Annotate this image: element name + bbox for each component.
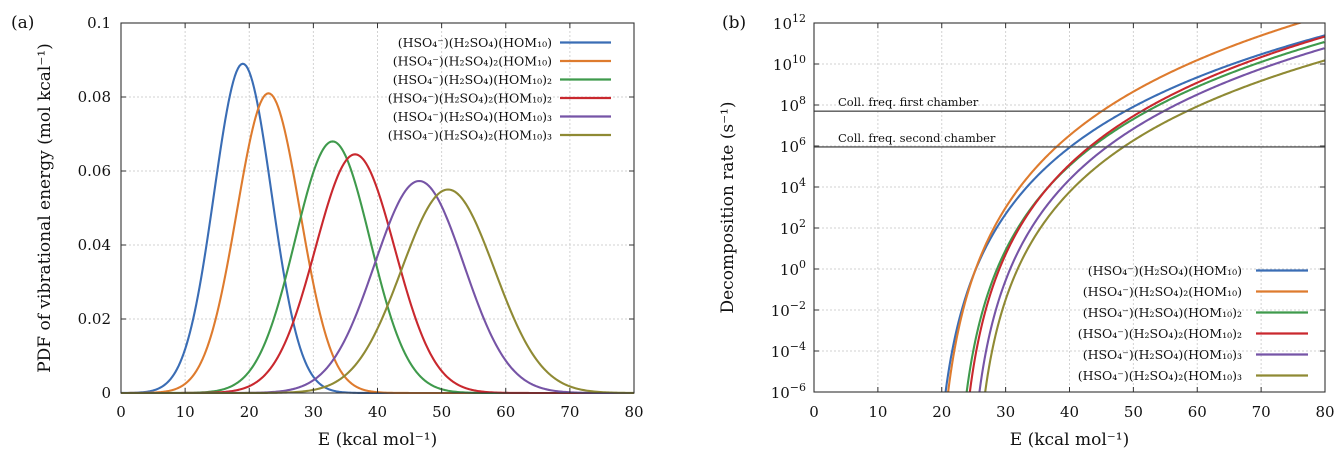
x-tick-label: 60 xyxy=(496,403,515,421)
x-tick-label: 0 xyxy=(116,403,126,421)
y-tick-exponent: 2 xyxy=(799,217,806,230)
series-line-b-1 xyxy=(944,34,1325,392)
y-tick-label: 10−6 xyxy=(771,381,806,402)
x-tick-label: 80 xyxy=(1315,403,1334,421)
y-tick-exponent: 8 xyxy=(799,94,806,107)
x-tick-label: 80 xyxy=(624,403,643,421)
y-tick-exponent: −4 xyxy=(790,340,806,353)
x-tick-label: 20 xyxy=(240,403,259,421)
legend-label-a-6: (HSO₄⁻)(H₂SO₄)₂(HOM₁₀)₃ xyxy=(388,128,552,143)
hline-label-2: Coll. freq. second chamber xyxy=(838,131,996,145)
x-tick-label: 10 xyxy=(176,403,195,421)
y-tick-exponent: −2 xyxy=(790,299,806,312)
legend-label-a-1: (HSO₄⁻)(H₂SO₄)(HOM₁₀) xyxy=(398,35,552,50)
y-tick-exponent: 4 xyxy=(799,176,806,189)
legend-label-b-2: (HSO₄⁻)(H₂SO₄)₂(HOM₁₀) xyxy=(1083,284,1242,299)
y-tick-label: 102 xyxy=(780,217,806,238)
x-tick-label: 30 xyxy=(996,403,1015,421)
y-tick-label: 0.08 xyxy=(78,88,111,106)
y-tick-label: 0.06 xyxy=(78,162,111,180)
legend-label-b-3: (HSO₄⁻)(H₂SO₄)(HOM₁₀)₂ xyxy=(1083,305,1242,320)
legend-label-b-4: (HSO₄⁻)(H₂SO₄)₂(HOM₁₀)₂ xyxy=(1078,326,1242,341)
x-axis-label: E (kcal mol⁻¹) xyxy=(318,430,437,450)
series-line-b-6 xyxy=(984,59,1325,392)
y-tick-exponent: 0 xyxy=(799,258,806,271)
x-tick-label: 70 xyxy=(1252,403,1271,421)
y-tick-label: 1012 xyxy=(773,12,806,33)
y-tick-label: 100 xyxy=(780,258,806,279)
legend-label-a-3: (HSO₄⁻)(H₂SO₄)(HOM₁₀)₂ xyxy=(393,72,552,87)
x-tick-label: 40 xyxy=(1060,403,1079,421)
hline-label-1: Coll. freq. first chamber xyxy=(838,95,979,109)
legend-label-a-4: (HSO₄⁻)(H₂SO₄)₂(HOM₁₀)₂ xyxy=(388,91,552,106)
x-tick-label: 10 xyxy=(868,403,887,421)
x-tick-label: 20 xyxy=(932,403,951,421)
series-line-b-5 xyxy=(978,47,1325,392)
series-line-b-2 xyxy=(947,23,1304,392)
x-tick-label: 0 xyxy=(809,403,819,421)
panel-b-chart: Coll. freq. first chamber Coll. freq. sec… xyxy=(718,12,1335,450)
y-tick-label: 106 xyxy=(780,135,806,156)
y-tick-label: 0 xyxy=(101,384,111,402)
x-tick-label: 50 xyxy=(432,403,451,421)
y-tick-exponent: 6 xyxy=(799,135,806,148)
panel-label-b: (b) xyxy=(722,13,746,33)
legend-label-b-5: (HSO₄⁻)(H₂SO₄)(HOM₁₀)₃ xyxy=(1083,347,1242,362)
y-tick-label: 0.1 xyxy=(87,14,111,32)
y-tick-label: 104 xyxy=(780,176,806,197)
y-tick-label: 0.04 xyxy=(78,236,111,254)
y-tick-label: 1010 xyxy=(773,53,806,74)
y-tick-exponent: 10 xyxy=(792,53,806,66)
panel-a-chart: 0 10 20 30 40 50 60 70 80 0 0.02 0.04 0.06 0.08 0.1 E (… xyxy=(11,13,644,450)
y-tick-label: 108 xyxy=(780,94,806,115)
y-tick-label: 10−2 xyxy=(771,299,806,320)
series-line-b-4 xyxy=(968,35,1325,392)
legend-label-b-1: (HSO₄⁻)(H₂SO₄)(HOM₁₀) xyxy=(1088,263,1242,278)
x-tick-label: 40 xyxy=(368,403,387,421)
x-axis-label: E (kcal mol⁻¹) xyxy=(1010,430,1129,450)
y-axis-label: Decomposition rate (s⁻¹) xyxy=(718,101,738,313)
y-axis-label: PDF of vibrational energy (mol kcal⁻¹) xyxy=(35,43,55,373)
y-tick-label: 10−4 xyxy=(771,340,806,361)
y-tick-exponent: −6 xyxy=(790,381,806,394)
legend-label-b-6: (HSO₄⁻)(H₂SO₄)₂(HOM₁₀)₃ xyxy=(1078,368,1242,383)
legend-label-a-5: (HSO₄⁻)(H₂SO₄)(HOM₁₀)₃ xyxy=(393,109,552,124)
x-tick-label: 30 xyxy=(304,403,323,421)
x-tick-label: 50 xyxy=(1124,403,1143,421)
y-tick-label: 0.02 xyxy=(78,310,111,328)
series-group-b xyxy=(944,23,1325,392)
panel-label-a: (a) xyxy=(11,13,34,33)
x-tick-label: 60 xyxy=(1188,403,1207,421)
x-tick-label: 70 xyxy=(560,403,579,421)
legend-label-a-2: (HSO₄⁻)(H₂SO₄)₂(HOM₁₀) xyxy=(393,54,552,69)
y-tick-exponent: 12 xyxy=(792,12,806,25)
